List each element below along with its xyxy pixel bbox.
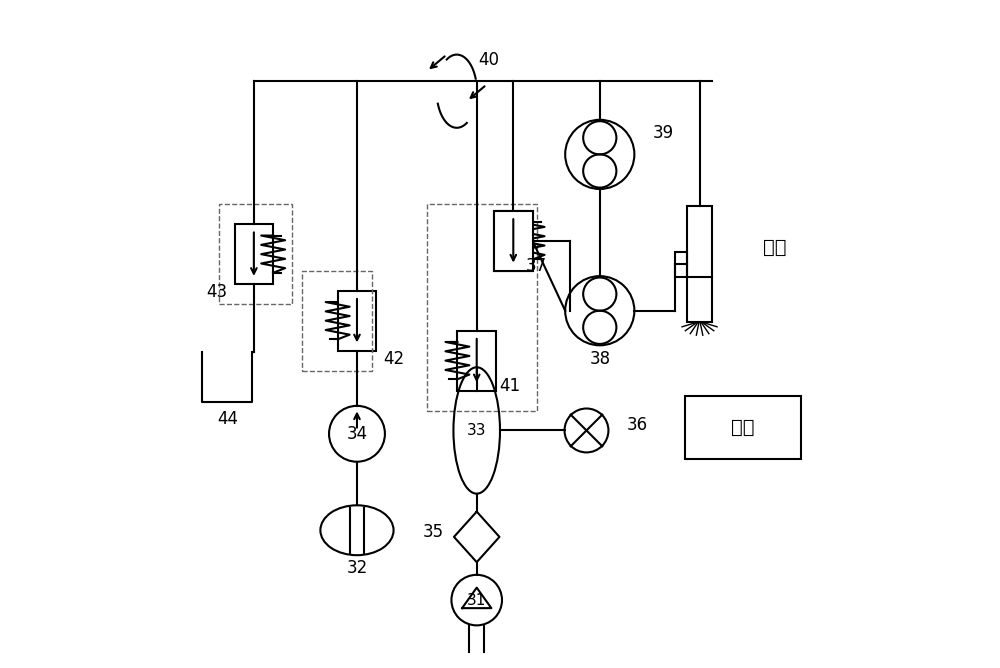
- Text: 39: 39: [653, 124, 674, 142]
- Bar: [457, 331, 496, 391]
- Bar: [219, 204, 292, 304]
- Text: 32: 32: [346, 560, 368, 577]
- Bar: [338, 291, 376, 351]
- Bar: [687, 206, 712, 323]
- Bar: [302, 271, 372, 371]
- Text: 31: 31: [467, 593, 486, 608]
- Text: 工件: 工件: [731, 418, 755, 437]
- Text: 43: 43: [207, 283, 228, 301]
- Text: 42: 42: [383, 350, 404, 368]
- Bar: [685, 395, 801, 459]
- Text: 喷嘴: 喷嘴: [763, 238, 786, 257]
- Text: 40: 40: [479, 51, 500, 69]
- Text: 33: 33: [467, 423, 486, 438]
- Bar: [427, 204, 537, 411]
- Text: 38: 38: [589, 350, 610, 368]
- Bar: [494, 211, 533, 271]
- Text: 41: 41: [499, 377, 521, 395]
- Bar: [235, 224, 273, 284]
- Bar: [675, 252, 687, 277]
- Text: 36: 36: [626, 416, 648, 434]
- Text: 44: 44: [217, 409, 238, 428]
- Text: 35: 35: [422, 523, 443, 541]
- Bar: [494, 211, 533, 271]
- Text: 37: 37: [526, 257, 547, 275]
- Text: 34: 34: [346, 425, 368, 443]
